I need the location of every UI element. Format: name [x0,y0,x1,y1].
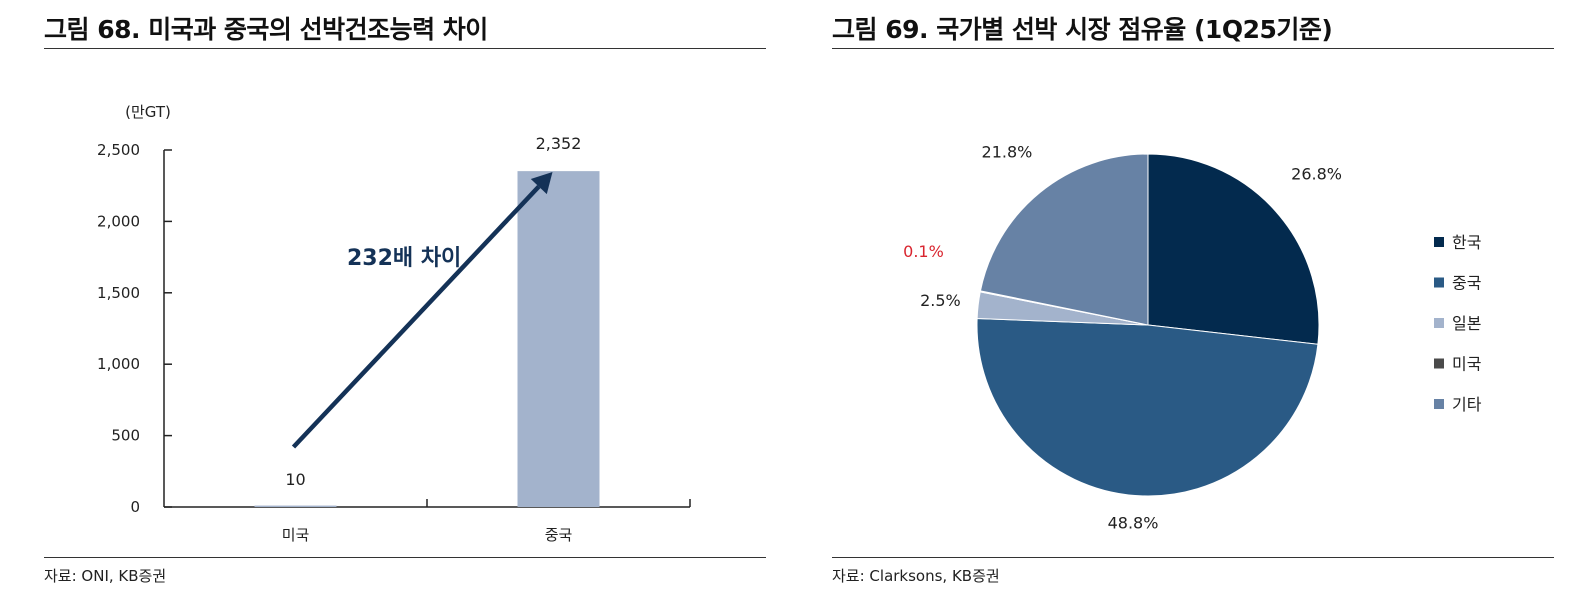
figure-title: 그림 68. 미국과 중국의 선박건조능력 차이 [44,15,488,44]
bar-chart: (만GT) 0 500 1,000 1,500 2,000 2,500 10 미국 2,352 중국… [97,103,691,544]
y-tick-label: 500 [111,427,140,445]
bar [254,505,337,507]
pie-slice [1147,153,1320,345]
legend-label: 미국 [1452,355,1481,374]
bar [517,171,600,507]
x-category-label: 중국 [545,526,573,544]
legend-swatch [1434,318,1444,328]
title-rule [44,48,766,49]
bar-value-label: 10 [285,470,305,489]
legend-swatch [1434,358,1444,369]
source-note: 자료: ONI, KB증권 [44,567,167,585]
slice-label: 0.1% [903,242,944,261]
legend-label: 기타 [1452,395,1482,414]
y-tick-label: 1,000 [97,355,140,373]
legend-swatch [1434,277,1444,288]
figure-69: 그림 69. 국가별 선박 시장 점유율 (1Q25기준) 26.8% 48.8%… [832,0,1554,606]
title-rule [832,48,1554,49]
pie-slice [976,318,1319,497]
pie-slice [979,153,1149,326]
x-category-label: 미국 [282,526,310,544]
footer-rule [832,557,1554,558]
legend-label: 한국 [1452,233,1481,252]
arrow-line [291,185,541,449]
legend-swatch [1434,237,1444,247]
bar-value-label: 2,352 [536,134,582,153]
y-tick-label: 2,000 [97,212,140,230]
annotation-label: 232배 차이 [347,246,461,271]
figure-title: 그림 69. 국가별 선박 시장 점유율 (1Q25기준) [832,15,1333,44]
footer-rule [44,557,766,558]
y-tick-label: 1,500 [97,284,140,302]
slice-label: 26.8% [1291,164,1342,183]
legend-swatch [1434,399,1444,409]
figure-68: 그림 68. 미국과 중국의 선박건조능력 차이 (만GT) 0 500 1,000 1… [44,0,766,606]
y-unit-label: (만GT) [125,103,171,121]
slice-label: 48.8% [1108,513,1159,532]
arrow-head [530,172,553,195]
source-note: 자료: Clarksons, KB증권 [832,567,1000,585]
y-tick-label: 0 [130,498,140,516]
slice-label: 21.8% [982,142,1033,161]
slice-label: 2.5% [920,291,961,310]
y-tick-label: 2,500 [97,141,140,159]
legend-label: 중국 [1452,274,1481,293]
legend-label: 일본 [1452,314,1481,333]
